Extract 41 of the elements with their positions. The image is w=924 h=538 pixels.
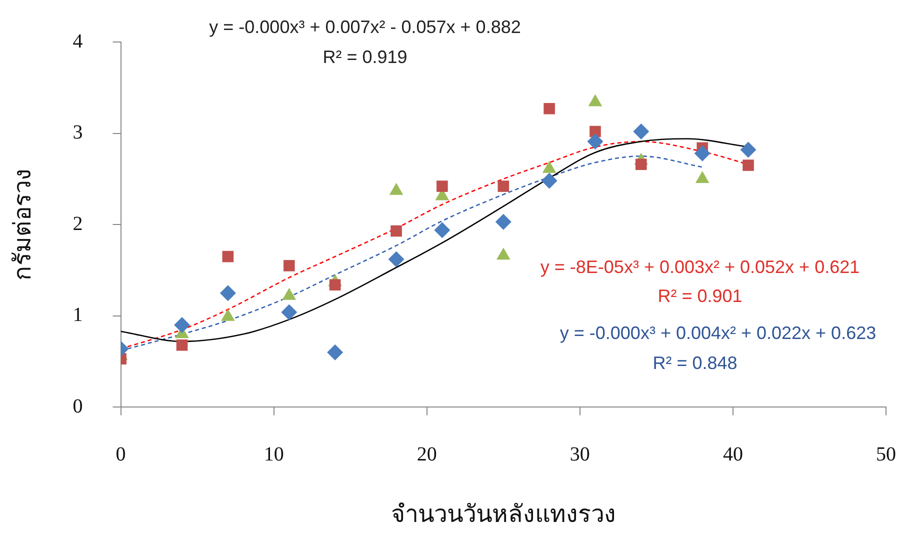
- x-axis-title: จำนวนวันหลังแทงรวง: [390, 502, 616, 528]
- y-tick-label: 1: [72, 304, 83, 326]
- annotation: R² = 0.848: [652, 352, 738, 373]
- point: [633, 123, 650, 140]
- point: [742, 160, 754, 171]
- point: [220, 285, 236, 302]
- point: [388, 251, 404, 268]
- point: [174, 317, 190, 334]
- point: [329, 279, 341, 291]
- y-tick-label: 2: [72, 212, 83, 235]
- point: [436, 180, 448, 192]
- x-tick-label: 10: [264, 443, 284, 466]
- point: [222, 250, 234, 262]
- y-tick-label: 0: [72, 395, 83, 418]
- annotation: y = -8E-05x³ + 0.003x² + 0.052x + 0.621: [540, 256, 860, 277]
- point: [176, 339, 188, 351]
- point: [587, 134, 604, 150]
- point: [635, 158, 647, 170]
- y-axis-title: กรัมต่อรวง: [10, 168, 37, 281]
- point: [327, 344, 344, 360]
- x-tick-label: 40: [722, 443, 743, 466]
- point: [544, 102, 555, 114]
- x-tick-label: 0: [116, 443, 126, 466]
- annotation: R² = 0.919: [322, 46, 408, 67]
- point: [740, 142, 756, 158]
- text: y = -0.000x³ + 0.007x² - 0.057x + 0.882: [209, 16, 521, 37]
- annotation: R² = 0.901: [658, 286, 742, 306]
- y-tick-label: 4: [72, 30, 83, 52]
- annotation: y = -0.000x³ + 0.004x² + 0.022x + 0.623: [560, 322, 876, 343]
- point: [390, 225, 402, 237]
- point: [498, 180, 510, 192]
- point: [281, 304, 298, 320]
- point: [434, 222, 450, 238]
- y-tick-label: 3: [72, 122, 83, 144]
- point: [694, 145, 710, 162]
- point: [541, 172, 558, 189]
- point: [283, 260, 295, 272]
- x-tick-label: 50: [876, 443, 896, 466]
- x-tick-label: 30: [570, 443, 590, 466]
- x-tick-label: 20: [416, 443, 437, 466]
- point: [495, 214, 512, 230]
